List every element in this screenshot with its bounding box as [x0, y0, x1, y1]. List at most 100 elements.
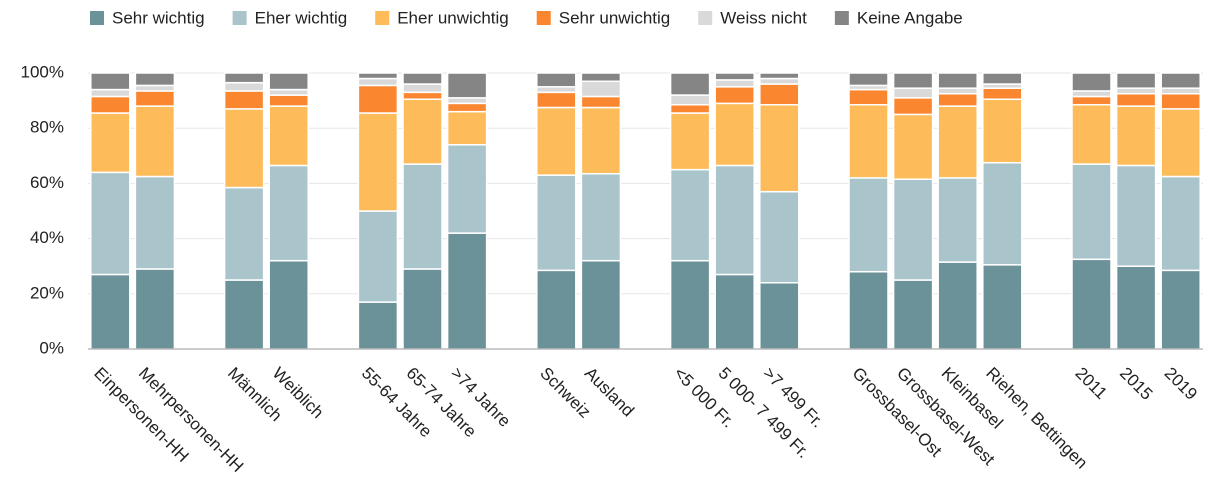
- bar-segment: [892, 87, 934, 99]
- bar-segment: [892, 279, 934, 350]
- bar-segment: [937, 72, 978, 89]
- bar-segment: [580, 95, 622, 109]
- bar-segment: [759, 190, 800, 284]
- legend-label: Sehr unwichtig: [559, 8, 671, 27]
- x-tick-label: 2019: [1161, 364, 1201, 404]
- bar-segment: [357, 72, 399, 80]
- legend-label: Eher wichtig: [255, 8, 348, 27]
- bar-segment: [714, 102, 755, 167]
- bar-segment: [580, 259, 622, 350]
- bar-segment: [759, 83, 800, 106]
- legend-label: Keine Angabe: [857, 8, 963, 27]
- legend-swatch: [536, 11, 551, 25]
- bar-segment: [937, 105, 978, 179]
- bar-segment: [669, 94, 711, 106]
- bar-segment: [669, 72, 711, 96]
- bar-segment: [714, 273, 755, 350]
- legend-swatch: [375, 11, 390, 25]
- bar-segment: [357, 77, 399, 87]
- bar-segment: [1071, 72, 1112, 92]
- bar-segment: [134, 84, 176, 92]
- bar-segment: [134, 175, 176, 270]
- bar-segment: [268, 164, 309, 262]
- bar-segment: [536, 269, 577, 350]
- bar-segment: [357, 84, 399, 114]
- bar-segment: [223, 186, 265, 281]
- bar-segment: [446, 232, 488, 350]
- bar-segment: [90, 112, 131, 174]
- bar-segment: [669, 168, 711, 262]
- bar-segment: [580, 72, 622, 83]
- bar-segment: [446, 110, 488, 146]
- bar-segment: [90, 95, 131, 114]
- bar-segment: [1115, 105, 1157, 167]
- bar-segment: [848, 103, 889, 179]
- bar-segment: [357, 301, 399, 350]
- x-tick-label: 2011: [1072, 364, 1111, 403]
- bar-segment: [1160, 87, 1201, 95]
- bar-segment: [1115, 72, 1157, 89]
- bar-segment: [1160, 72, 1201, 89]
- bar-segment: [90, 88, 131, 98]
- bar-segment: [223, 108, 265, 189]
- bar-segment: [1071, 103, 1112, 165]
- bar-segment: [982, 87, 1023, 100]
- bar-segment: [1071, 95, 1112, 106]
- legend-label: Eher unwichtig: [397, 8, 509, 27]
- bar-segment: [937, 87, 978, 95]
- bar-segment: [669, 112, 711, 171]
- bar-segment: [223, 279, 265, 350]
- bar-segment: [714, 79, 755, 88]
- bar-segment: [580, 172, 622, 262]
- y-tick-label: 0%: [39, 338, 64, 357]
- y-tick-label: 100%: [21, 62, 64, 81]
- y-tick-label: 60%: [30, 173, 64, 192]
- bar-segment: [223, 72, 265, 84]
- bar-segment: [223, 90, 265, 110]
- legend-swatch: [698, 11, 713, 25]
- bar-segment: [223, 81, 265, 92]
- bar-segment: [536, 91, 577, 109]
- bar-segment: [402, 98, 443, 165]
- bar-segment: [1115, 87, 1157, 95]
- bar-segment: [759, 282, 800, 350]
- bar-segment: [402, 83, 443, 94]
- y-tick-label: 40%: [30, 228, 64, 247]
- bar-segment: [937, 92, 978, 107]
- bar-segment: [402, 163, 443, 270]
- bar-segment: [982, 264, 1023, 350]
- bar-segment: [446, 144, 488, 234]
- bar-segment: [892, 178, 934, 281]
- bar-segment: [134, 268, 176, 350]
- bar-segment: [402, 268, 443, 350]
- bar-segment: [536, 106, 577, 176]
- bar-segment: [1160, 108, 1201, 178]
- legend-label: Sehr wichtig: [112, 8, 205, 27]
- bar-segment: [1115, 265, 1157, 350]
- bar-segment: [268, 105, 309, 167]
- legend-swatch: [232, 11, 247, 25]
- bar-segment: [357, 210, 399, 303]
- legend-swatch: [90, 11, 104, 25]
- bar-segment: [848, 177, 889, 273]
- bar-segment: [134, 105, 176, 178]
- bar-segment: [714, 72, 755, 81]
- bar-segment: [536, 174, 577, 272]
- bar-segment: [402, 91, 443, 100]
- bar-segment: [580, 106, 622, 175]
- bar-segment: [982, 161, 1023, 266]
- y-tick-label: 20%: [30, 283, 64, 302]
- bar-segment: [937, 261, 978, 350]
- bar-segment: [1160, 269, 1201, 350]
- bar-segment: [714, 164, 755, 276]
- bar-segment: [1115, 164, 1157, 267]
- legend-swatch: [834, 11, 849, 25]
- bar-segment: [90, 273, 131, 350]
- bar-segment: [982, 72, 1023, 85]
- bar-segment: [1071, 163, 1112, 261]
- bar-segment: [937, 177, 978, 263]
- bar-segment: [892, 97, 934, 116]
- bar-segment: [536, 72, 577, 88]
- x-tick-label: 2015: [1116, 364, 1156, 404]
